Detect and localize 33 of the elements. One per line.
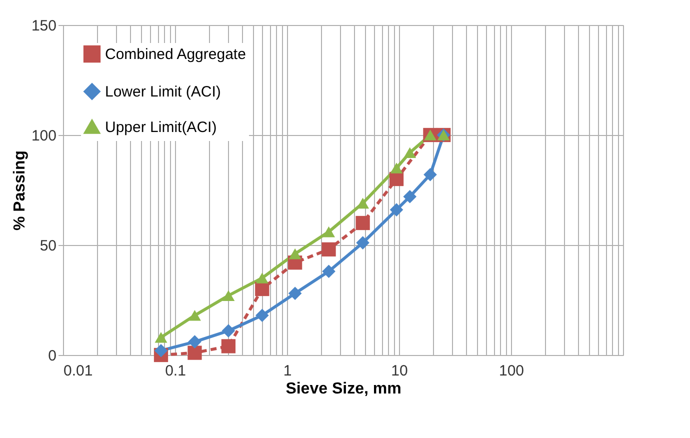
point: [188, 346, 202, 360]
point: [390, 162, 403, 174]
x-tick-label: 100: [498, 362, 524, 380]
legend-label: Lower Limit (ACI): [105, 84, 221, 100]
legend-label: Upper Limit(ACI): [105, 119, 217, 136]
point: [322, 242, 336, 256]
x-tick-label: 0.1: [165, 362, 186, 380]
point: [222, 324, 236, 338]
legend-label: Combined Aggregate: [105, 46, 246, 63]
point: [288, 286, 302, 300]
point: [154, 332, 168, 343]
y-tick-label: 150: [31, 18, 56, 34]
point: [390, 203, 404, 216]
point: [188, 335, 202, 348]
point: [222, 290, 235, 301]
point: [322, 264, 336, 278]
point: [322, 226, 335, 238]
point: [356, 216, 370, 230]
point: [255, 308, 269, 322]
point: [356, 236, 370, 250]
x-tick-label: 10: [391, 362, 408, 380]
y-axis-title: % Passing: [11, 150, 28, 231]
point: [256, 272, 268, 284]
y-tick-label: 50: [40, 238, 56, 254]
point: [288, 248, 302, 260]
x-tick-label: 0.01: [64, 362, 93, 380]
x-tick-label: 1: [283, 362, 292, 380]
y-tick-label: 100: [31, 128, 56, 144]
point: [154, 344, 168, 358]
y-tick-label: 0: [48, 348, 56, 364]
x-axis-title: Sieve Size, mm: [286, 380, 402, 398]
point: [188, 310, 201, 321]
point: [221, 339, 236, 354]
